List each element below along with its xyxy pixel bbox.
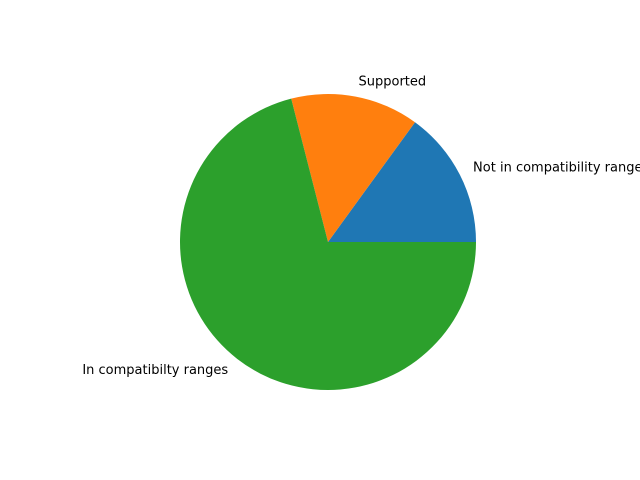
pie-label-not-in-compatibility-ranges: Not in compatibility ranges — [473, 161, 640, 176]
pie-label-in-compatibilty-ranges: In compatibilty ranges — [82, 363, 228, 378]
pie-slices — [179, 94, 476, 390]
pie-label-supported: Supported — [359, 75, 427, 90]
pie-labels: Not in compatibility ranges Supported In c… — [82, 75, 640, 379]
pie-slice-not-in-compatibility-ranges — [328, 122, 476, 242]
pie-slice-in-compatibilty-ranges — [179, 98, 476, 390]
pie-slice-supported — [291, 94, 415, 242]
